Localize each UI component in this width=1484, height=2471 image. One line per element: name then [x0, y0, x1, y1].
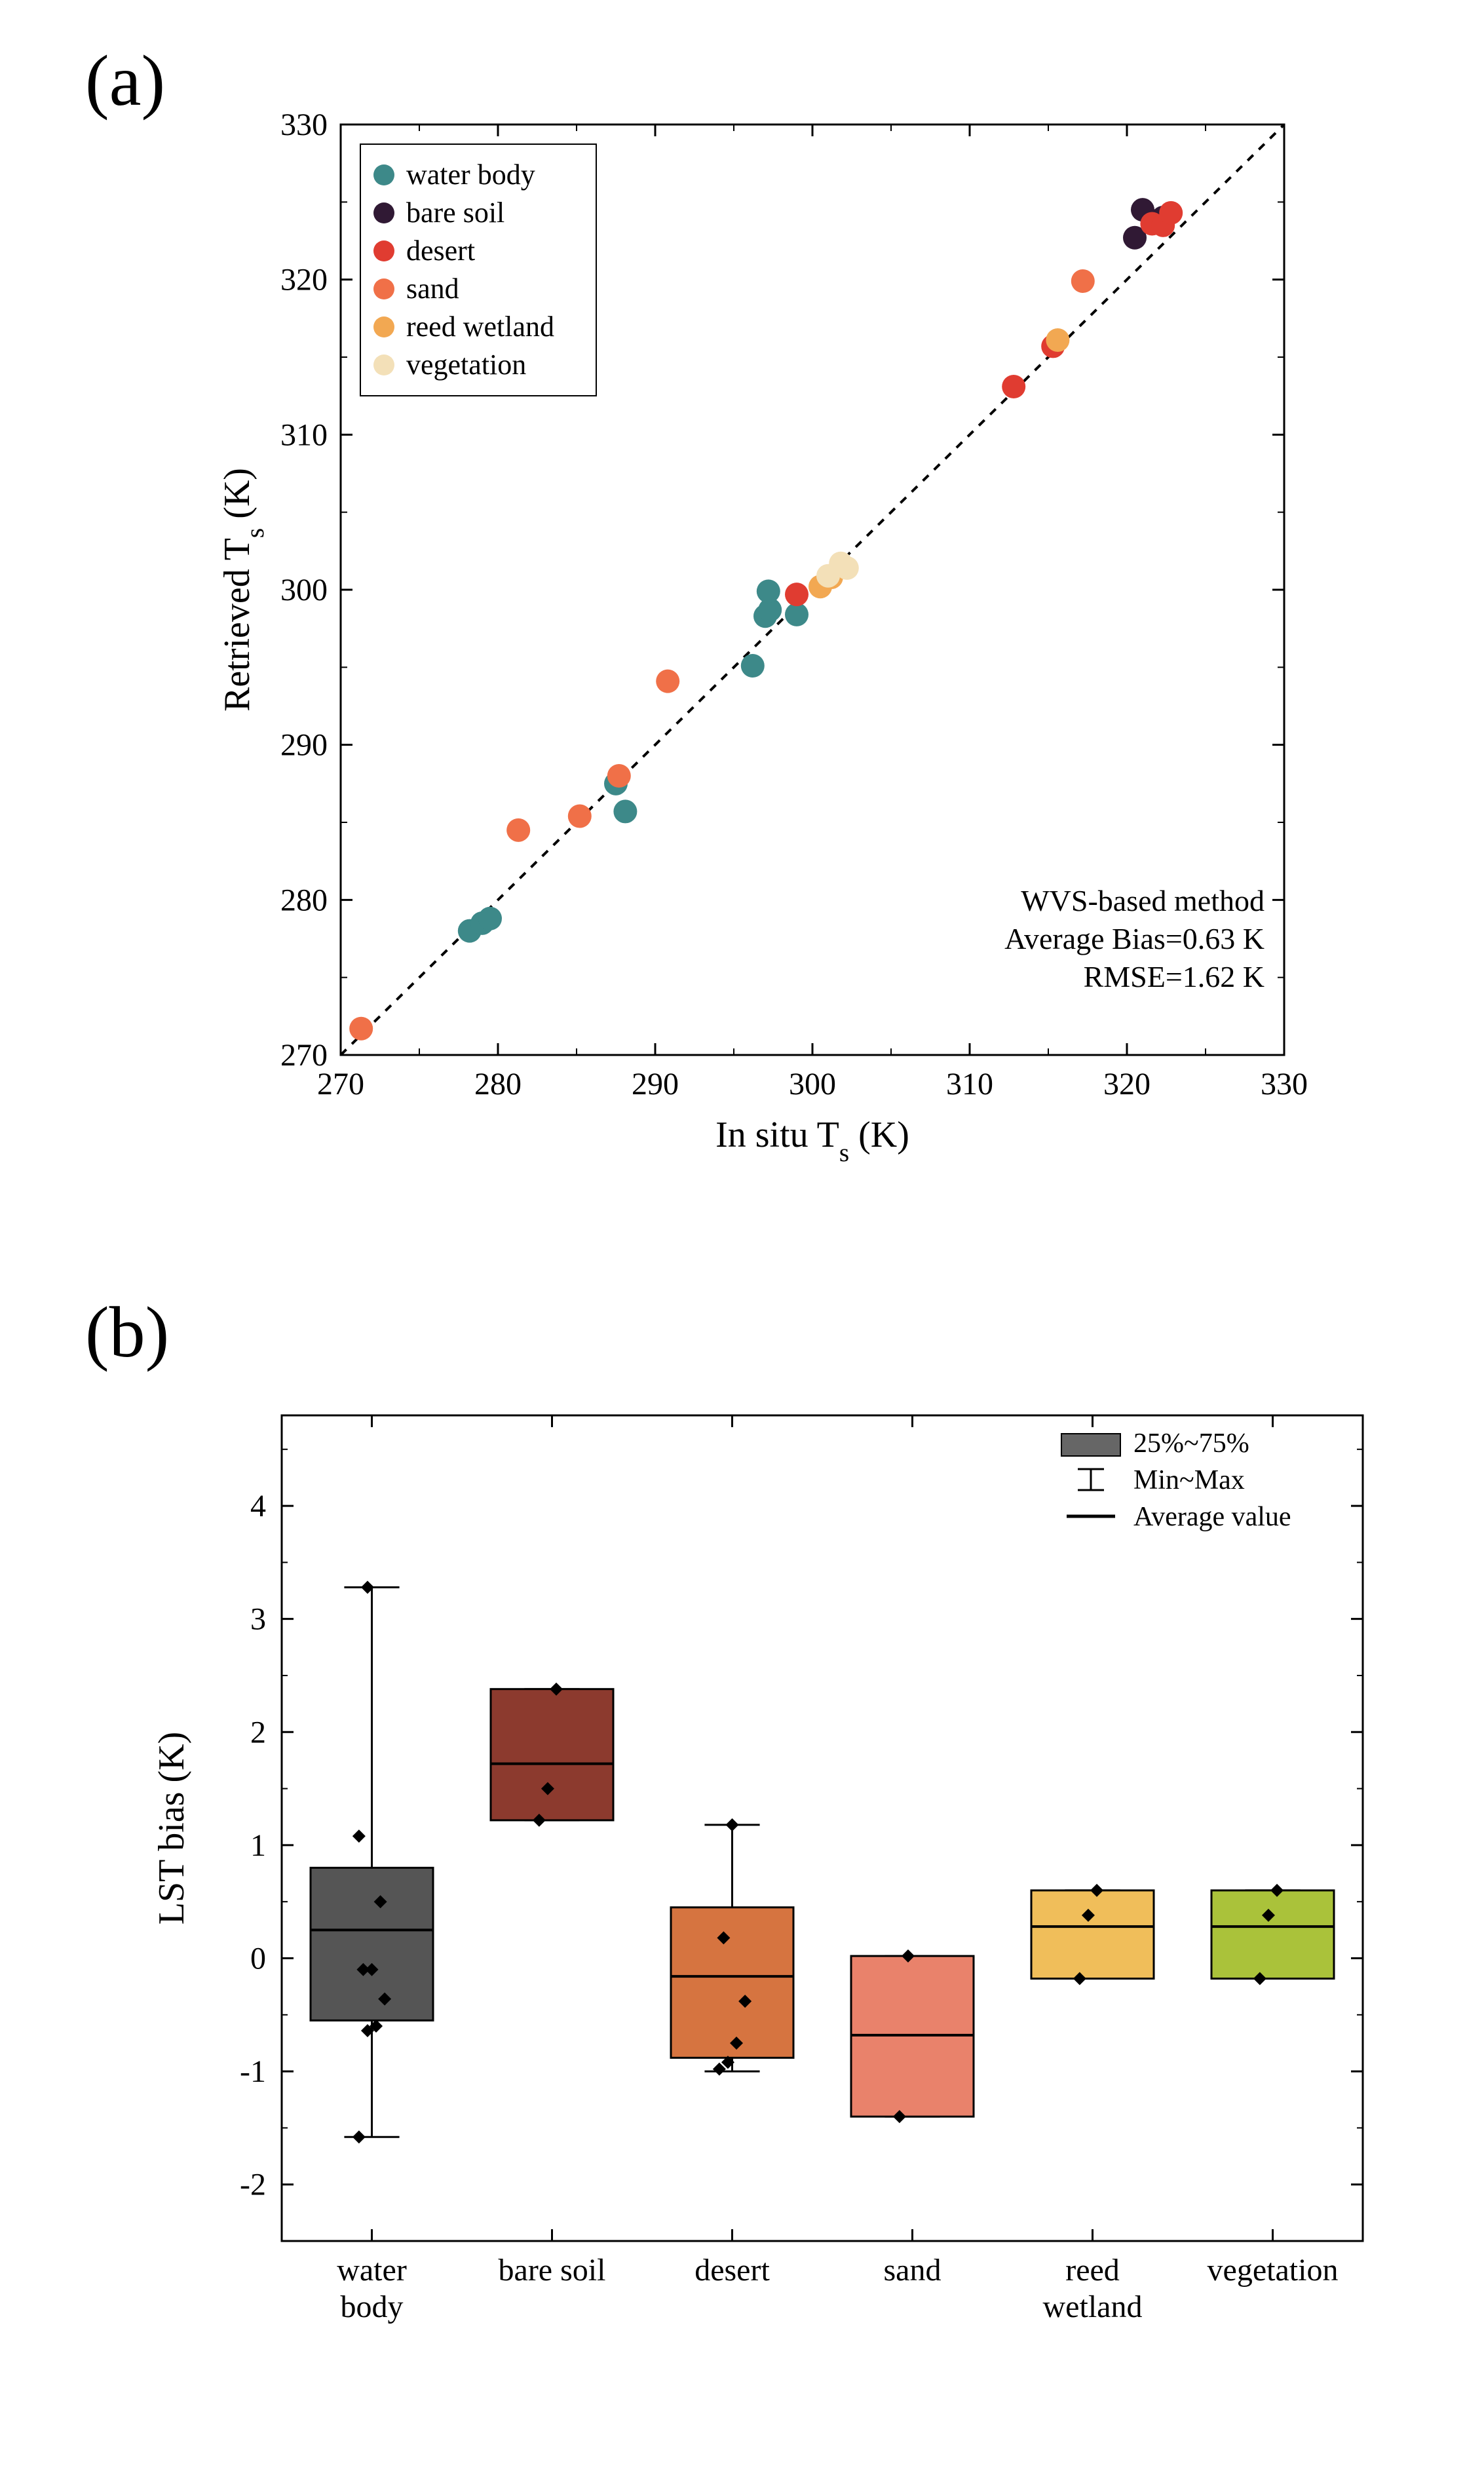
svg-text:reed: reed	[1065, 2253, 1120, 2288]
svg-text:Retrieved Ts (K): Retrieved Ts (K)	[217, 468, 269, 712]
svg-text:reed wetland: reed wetland	[406, 311, 554, 343]
svg-text:2: 2	[250, 1715, 266, 1750]
scatter-svg: 2702802903003103203302702802903003103203…	[210, 98, 1323, 1179]
svg-text:WVS-based method: WVS-based method	[1021, 884, 1265, 917]
svg-text:25%~75%: 25%~75%	[1133, 1428, 1249, 1459]
svg-text:wetland: wetland	[1043, 2289, 1143, 2324]
svg-text:bare soil: bare soil	[406, 197, 504, 229]
svg-text:0: 0	[250, 1941, 266, 1976]
svg-text:330: 330	[1261, 1067, 1308, 1101]
svg-text:320: 320	[280, 263, 328, 297]
svg-text:280: 280	[280, 883, 328, 917]
svg-text:In situ Ts (K): In situ Ts (K)	[715, 1115, 909, 1167]
svg-text:300: 300	[789, 1067, 836, 1101]
svg-text:330: 330	[280, 107, 328, 142]
figure-page: (a) 270280290300310320330270280290300310…	[0, 0, 1484, 2471]
svg-text:280: 280	[474, 1067, 522, 1101]
svg-text:Average value: Average value	[1133, 1502, 1291, 1532]
svg-text:Min~Max: Min~Max	[1133, 1465, 1245, 1495]
boxplot-chart: -2 -1 0 1 2 3 4 waterbody bare soil desert sand ree…	[138, 1389, 1396, 2372]
svg-text:water: water	[337, 2253, 407, 2288]
svg-text:-2: -2	[240, 2168, 266, 2202]
svg-text:LST bias (K): LST bias (K)	[151, 1732, 192, 1925]
svg-text:Average Bias=0.63 K: Average Bias=0.63 K	[1004, 922, 1265, 955]
svg-text:sand: sand	[884, 2253, 942, 2288]
panel-a-label: (a)	[85, 39, 165, 123]
svg-text:300: 300	[280, 573, 328, 607]
svg-text:290: 290	[632, 1067, 679, 1101]
svg-text:290: 290	[280, 728, 328, 763]
svg-text:RMSE=1.62 K: RMSE=1.62 K	[1084, 960, 1265, 993]
svg-text:body: body	[341, 2289, 404, 2324]
boxplot-svg: -2 -1 0 1 2 3 4 waterbody bare soil desert sand ree…	[138, 1389, 1396, 2372]
panel-b-label: (b)	[85, 1291, 169, 1374]
svg-text:3: 3	[250, 1602, 266, 1637]
scatter-chart: 2702802903003103203302702802903003103203…	[210, 98, 1323, 1179]
svg-text:-1: -1	[240, 2054, 266, 2089]
svg-text:1: 1	[250, 1828, 266, 1863]
svg-text:310: 310	[946, 1067, 993, 1101]
svg-text:310: 310	[280, 417, 328, 452]
svg-text:water body: water body	[406, 159, 535, 191]
svg-text:sand: sand	[406, 273, 459, 305]
svg-text:vegetation: vegetation	[406, 349, 526, 381]
svg-text:desert: desert	[694, 2253, 770, 2288]
svg-text:bare soil: bare soil	[499, 2253, 606, 2288]
svg-text:4: 4	[250, 1489, 266, 1523]
svg-text:vegetation: vegetation	[1208, 2253, 1339, 2288]
svg-text:desert: desert	[406, 235, 475, 267]
svg-text:270: 270	[280, 1038, 328, 1073]
svg-text:320: 320	[1103, 1067, 1151, 1101]
